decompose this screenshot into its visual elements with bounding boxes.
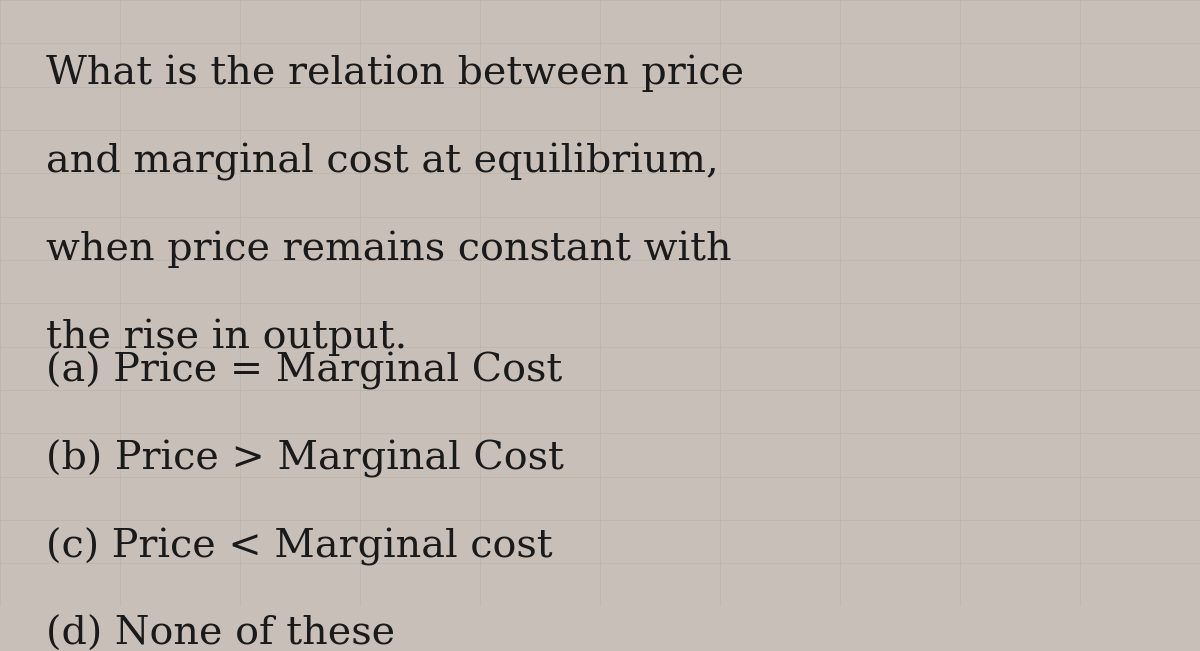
Text: the rise in output.: the rise in output. <box>46 318 407 356</box>
Text: (d) None of these: (d) None of these <box>46 616 395 651</box>
Text: What is the relation between price: What is the relation between price <box>46 55 744 92</box>
Text: (a) Price = Marginal Cost: (a) Price = Marginal Cost <box>46 352 562 390</box>
Text: when price remains constant with: when price remains constant with <box>46 230 731 268</box>
Text: (b) Price > Marginal Cost: (b) Price > Marginal Cost <box>46 439 564 478</box>
Text: (c) Price < Marginal cost: (c) Price < Marginal cost <box>46 528 552 566</box>
Text: and marginal cost at equilibrium,: and marginal cost at equilibrium, <box>46 143 719 180</box>
